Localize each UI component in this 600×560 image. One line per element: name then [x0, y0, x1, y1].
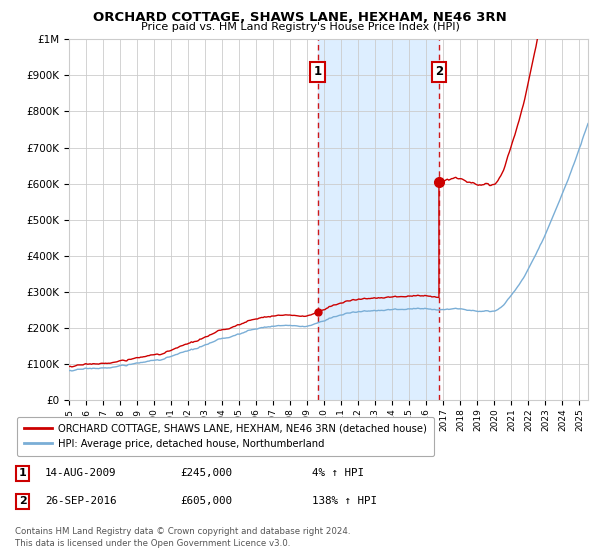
Text: 4% ↑ HPI: 4% ↑ HPI	[312, 468, 364, 478]
Text: £605,000: £605,000	[180, 496, 232, 506]
Text: £245,000: £245,000	[180, 468, 232, 478]
Bar	[318, 39, 439, 400]
Text: Contains HM Land Registry data © Crown copyright and database right 2024.: Contains HM Land Registry data © Crown c…	[15, 528, 350, 536]
Text: ORCHARD COTTAGE, SHAWS LANE, HEXHAM, NE46 3RN: ORCHARD COTTAGE, SHAWS LANE, HEXHAM, NE4…	[93, 11, 507, 24]
Text: 14-AUG-2009: 14-AUG-2009	[45, 468, 116, 478]
Legend: ORCHARD COTTAGE, SHAWS LANE, HEXHAM, NE46 3RN (detached house), HPI: Average pri: ORCHARD COTTAGE, SHAWS LANE, HEXHAM, NE4…	[17, 417, 434, 456]
Text: Price paid vs. HM Land Registry's House Price Index (HPI): Price paid vs. HM Land Registry's House …	[140, 22, 460, 32]
Text: 2: 2	[19, 496, 26, 506]
Text: This data is licensed under the Open Government Licence v3.0.: This data is licensed under the Open Gov…	[15, 539, 290, 548]
Text: 26-SEP-2016: 26-SEP-2016	[45, 496, 116, 506]
Text: 138% ↑ HPI: 138% ↑ HPI	[312, 496, 377, 506]
Text: 1: 1	[314, 65, 322, 78]
Text: 1: 1	[19, 468, 26, 478]
Text: 2: 2	[435, 65, 443, 78]
